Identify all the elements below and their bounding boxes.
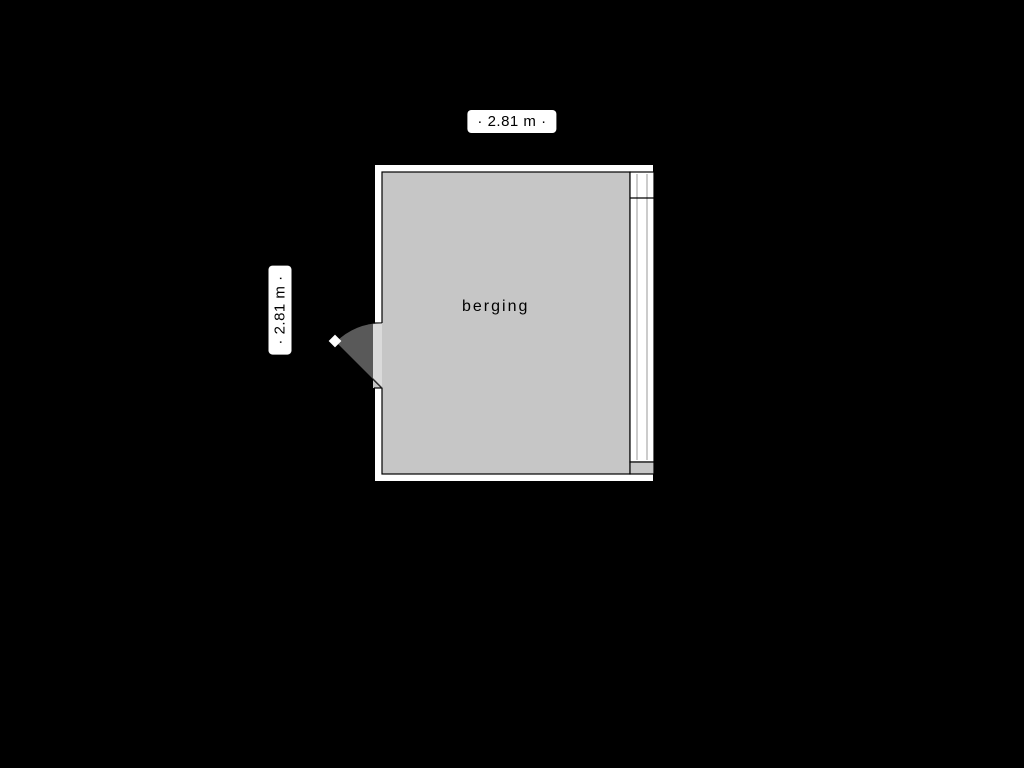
dimension-left: · 2.81 m ·: [269, 265, 292, 354]
right-feature-bottom-sill: [630, 462, 654, 474]
door-swing-fill: [336, 323, 382, 388]
dimension-left-value: 2.81 m: [272, 286, 289, 335]
right-feature-outer: [630, 172, 654, 462]
room-label: berging: [462, 298, 529, 316]
dimension-left-tick-b: ·: [272, 275, 289, 281]
room-interior-fill: [382, 172, 630, 474]
dimension-top-value: 2.81 m: [488, 113, 537, 130]
dimension-top-tick-left: ·: [477, 113, 483, 130]
dimension-top-tick-right: ·: [541, 113, 547, 130]
floorplan-canvas: · 2.81 m · · 2.81 m · berging: [0, 0, 1024, 768]
dimension-left-tick-a: ·: [272, 339, 289, 345]
dimension-top: · 2.81 m ·: [467, 110, 556, 133]
